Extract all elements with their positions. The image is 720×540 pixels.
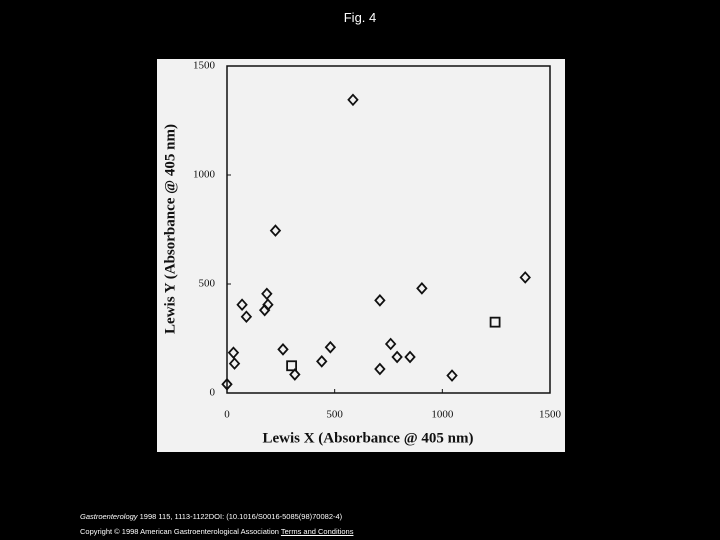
data-point [286, 360, 298, 372]
data-point [404, 350, 416, 364]
copyright-line: Copyright © 1998 American Gastroenterolo… [80, 527, 353, 536]
chart: Lewis X (Absorbance @ 405 nm) Lewis Y (A… [157, 59, 565, 452]
data-point [446, 369, 458, 382]
y-tick-label: 1000 [193, 169, 216, 181]
citation: 1998 115, 1113-1122DOI: (10.1016/S0016-5… [139, 512, 343, 521]
data-point [289, 368, 301, 381]
x-tick-label: 1000 [431, 409, 454, 421]
x-tick-label: 1500 [539, 409, 562, 421]
y-tick-label: 1500 [193, 60, 216, 72]
data-point [236, 298, 248, 312]
data-point [519, 271, 531, 284]
data-point [261, 287, 273, 301]
x-tick-label: 0 [224, 409, 230, 421]
data-point [489, 316, 501, 328]
data-point [221, 377, 233, 391]
data-point [228, 357, 241, 370]
data-point [316, 355, 328, 368]
data-point [227, 346, 240, 360]
data-point [347, 93, 359, 107]
terms-link[interactable]: Terms and Conditions [280, 527, 354, 536]
data-point [374, 362, 386, 376]
data-point [258, 303, 271, 317]
data-point [277, 343, 289, 356]
x-tick-label: 500 [326, 409, 343, 421]
journal: Gastroenterology [80, 512, 138, 521]
slide-title: Fig. 4 [343, 10, 377, 25]
plot-frame [226, 65, 551, 394]
y-tick-label: 500 [199, 278, 216, 290]
data-point [416, 282, 428, 295]
y-tick-label: 0 [210, 387, 216, 399]
data-point [391, 350, 403, 364]
data-point [240, 310, 253, 324]
data-point [324, 340, 337, 354]
data-point [269, 224, 282, 237]
data-point [384, 337, 397, 351]
data-point [374, 294, 386, 307]
copyright: Copyright © 1998 American Gastroenterolo… [80, 527, 279, 536]
y-axis-label: Lewis Y (Absorbance @ 405 nm) [162, 124, 178, 334]
citation-line: Gastroenterology 1998 115, 1113-1122DOI:… [80, 512, 342, 521]
x-axis-label: Lewis X (Absorbance @ 405 nm) [262, 430, 473, 446]
